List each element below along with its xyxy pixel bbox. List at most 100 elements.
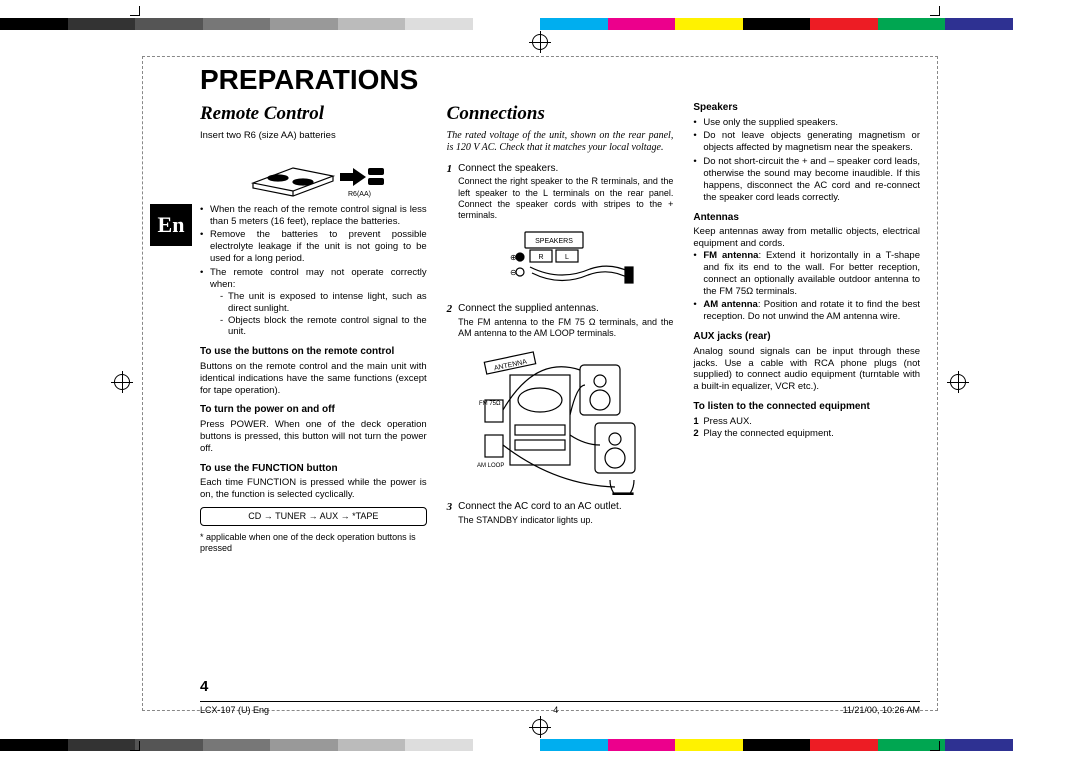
colorbar-swatch xyxy=(270,739,338,751)
figure-speakers: SPEAKERS R L ⊕ ⊖ xyxy=(447,227,674,297)
list-item: The unit is exposed to intense light, su… xyxy=(220,291,427,315)
colorbar-swatch xyxy=(675,18,743,30)
step-2: 2 Connect the supplied antennas. The FM … xyxy=(447,303,674,339)
footer-timestamp: 11/21/00, 10:26 AM xyxy=(843,705,920,715)
list-item: 1Press AUX. xyxy=(693,416,920,428)
function-cycle-box: CD → TUNER → AUX → *TAPE xyxy=(200,507,427,526)
step-number: 1 xyxy=(447,163,453,222)
figure-antennas: ANTENNA FM 75Ω AM LOOP xyxy=(447,345,674,495)
language-tab: En xyxy=(150,204,192,246)
colorbar-swatch xyxy=(1013,18,1080,30)
section-heading-connections: Connections xyxy=(447,102,674,126)
speakers-notes: Use only the supplied speakers. Do not l… xyxy=(693,117,920,204)
remote-notes-list: When the reach of the remote control sig… xyxy=(200,204,427,339)
list-item: 2Play the connected equipment. xyxy=(693,428,920,440)
registration-mark xyxy=(532,719,548,735)
svg-text:FM 75Ω: FM 75Ω xyxy=(479,401,501,407)
step-3: 3 Connect the AC cord to an AC outlet. T… xyxy=(447,501,674,526)
crop-mark xyxy=(930,6,950,26)
registration-mark xyxy=(532,34,548,50)
subhead-antennas: Antennas xyxy=(693,212,920,225)
listen-steps: 1Press AUX. 2Play the connected equipmen… xyxy=(693,416,920,440)
subhead-aux: AUX jacks (rear) xyxy=(693,331,920,344)
step-head: Connect the AC cord to an AC outlet. xyxy=(458,501,673,514)
step-body: The FM antenna to the FM 75 Ω terminals,… xyxy=(458,317,673,340)
list-item: Remove the batteries to prevent possible… xyxy=(200,229,427,265)
list-item: Use only the supplied speakers. xyxy=(693,117,920,129)
column-notes: Speakers Use only the supplied speakers.… xyxy=(693,102,920,555)
colorbar-swatch xyxy=(68,739,136,751)
step-body: Connect the right speaker to the R termi… xyxy=(458,176,673,221)
colorbar-swatch xyxy=(473,18,541,30)
page-title: PREPARATIONS xyxy=(200,64,920,96)
svg-text:L: L xyxy=(565,254,569,261)
crop-mark xyxy=(930,741,950,761)
print-footer: LCX-107 (U) Eng 4 11/21/00, 10:26 AM xyxy=(200,701,920,715)
colorbar-swatch xyxy=(810,18,878,30)
crop-mark xyxy=(130,6,150,26)
colorbar-swatch xyxy=(743,18,811,30)
subhead-buttons: To use the buttons on the remote control xyxy=(200,346,427,359)
subhead-listen: To listen to the connected equipment xyxy=(693,401,920,414)
step-1: 1 Connect the speakers. Connect the righ… xyxy=(447,163,674,222)
voltage-note: The rated voltage of the unit, shown on … xyxy=(447,130,674,155)
footer-page: 4 xyxy=(553,705,558,715)
antennas-notes: FM antenna: FM antenna: Extend it horizo… xyxy=(693,250,920,323)
colorbar-swatch xyxy=(945,18,1013,30)
list-item: AM antenna: Position and rotate it to fi… xyxy=(693,299,920,323)
svg-text:AM LOOP: AM LOOP xyxy=(477,463,504,469)
colorbar-swatch xyxy=(203,739,271,751)
colorbar-swatch xyxy=(473,739,541,751)
subhead-power: To turn the power on and off xyxy=(200,404,427,417)
svg-text:⊕: ⊕ xyxy=(510,253,517,262)
colorbar-swatch xyxy=(270,18,338,30)
colorbar-swatch xyxy=(0,739,68,751)
colorbar-swatch xyxy=(810,739,878,751)
colorbar-swatch xyxy=(608,18,676,30)
colorbar-swatch xyxy=(203,18,271,30)
list-item: Objects block the remote control signal … xyxy=(220,315,427,339)
registration-mark xyxy=(950,374,966,390)
footnote: * applicable when one of the deck operat… xyxy=(200,532,427,555)
figure-batteries: R6(AA) xyxy=(200,148,427,198)
subhead-function: To use the FUNCTION button xyxy=(200,463,427,476)
crop-mark xyxy=(130,741,150,761)
colorbar-swatch xyxy=(68,18,136,30)
list-item: When the reach of the remote control sig… xyxy=(200,204,427,228)
step-head: Connect the speakers. xyxy=(458,163,673,176)
subhead-speakers: Speakers xyxy=(693,102,920,115)
antennas-intro: Keep antennas away from metallic objects… xyxy=(693,226,920,250)
battery-caption: R6(AA) xyxy=(348,191,371,198)
footer-doc-ref: LCX-107 (U) Eng xyxy=(200,705,269,715)
list-item: FM antenna: FM antenna: Extend it horizo… xyxy=(693,250,920,298)
body-text: Press POWER. When one of the deck operat… xyxy=(200,419,427,455)
print-colorbar-bottom xyxy=(0,739,1080,751)
battery-instruction: Insert two R6 (size AA) batteries xyxy=(200,130,427,142)
body-text: Each time FUNCTION is pressed while the … xyxy=(200,477,427,501)
print-colorbar-top xyxy=(0,18,1080,30)
svg-text:R: R xyxy=(538,254,543,261)
colorbar-swatch xyxy=(608,739,676,751)
colorbar-swatch xyxy=(405,18,473,30)
svg-text:⊖: ⊖ xyxy=(510,268,517,277)
list-item: Do not leave objects generating magnetis… xyxy=(693,130,920,154)
colorbar-swatch xyxy=(945,739,1013,751)
section-heading-remote: Remote Control xyxy=(200,102,427,126)
body-text: Buttons on the remote control and the ma… xyxy=(200,361,427,397)
page-content: PREPARATIONS Remote Control Insert two R… xyxy=(200,64,920,673)
colorbar-swatch xyxy=(338,739,406,751)
colorbar-swatch xyxy=(743,739,811,751)
colorbar-swatch xyxy=(540,18,608,30)
list-item: The remote control may not operate corre… xyxy=(200,267,427,338)
column-remote-control: Remote Control Insert two R6 (size AA) b… xyxy=(200,102,427,555)
aux-body: Analog sound signals can be input throug… xyxy=(693,346,920,394)
step-body: The STANDBY indicator lights up. xyxy=(458,515,673,526)
registration-mark xyxy=(114,374,130,390)
step-head: Connect the supplied antennas. xyxy=(458,303,673,316)
colorbar-swatch xyxy=(405,739,473,751)
colorbar-swatch xyxy=(338,18,406,30)
list-item: Do not short-circuit the + and – speaker… xyxy=(693,156,920,204)
colorbar-swatch xyxy=(675,739,743,751)
page-number: 4 xyxy=(200,678,208,695)
column-connections: Connections The rated voltage of the uni… xyxy=(447,102,674,555)
